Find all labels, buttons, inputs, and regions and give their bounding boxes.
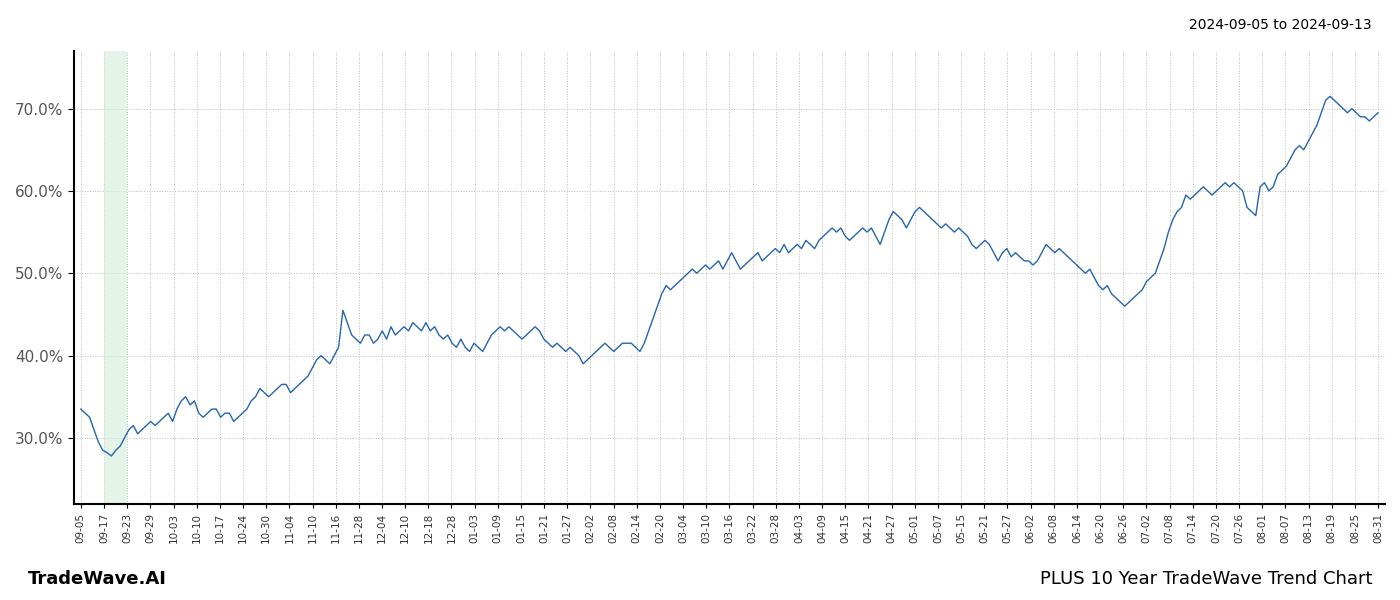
Text: TradeWave.AI: TradeWave.AI xyxy=(28,570,167,588)
Bar xyxy=(104,51,127,504)
Text: 2024-09-05 to 2024-09-13: 2024-09-05 to 2024-09-13 xyxy=(1190,18,1372,32)
Text: PLUS 10 Year TradeWave Trend Chart: PLUS 10 Year TradeWave Trend Chart xyxy=(1039,570,1372,588)
